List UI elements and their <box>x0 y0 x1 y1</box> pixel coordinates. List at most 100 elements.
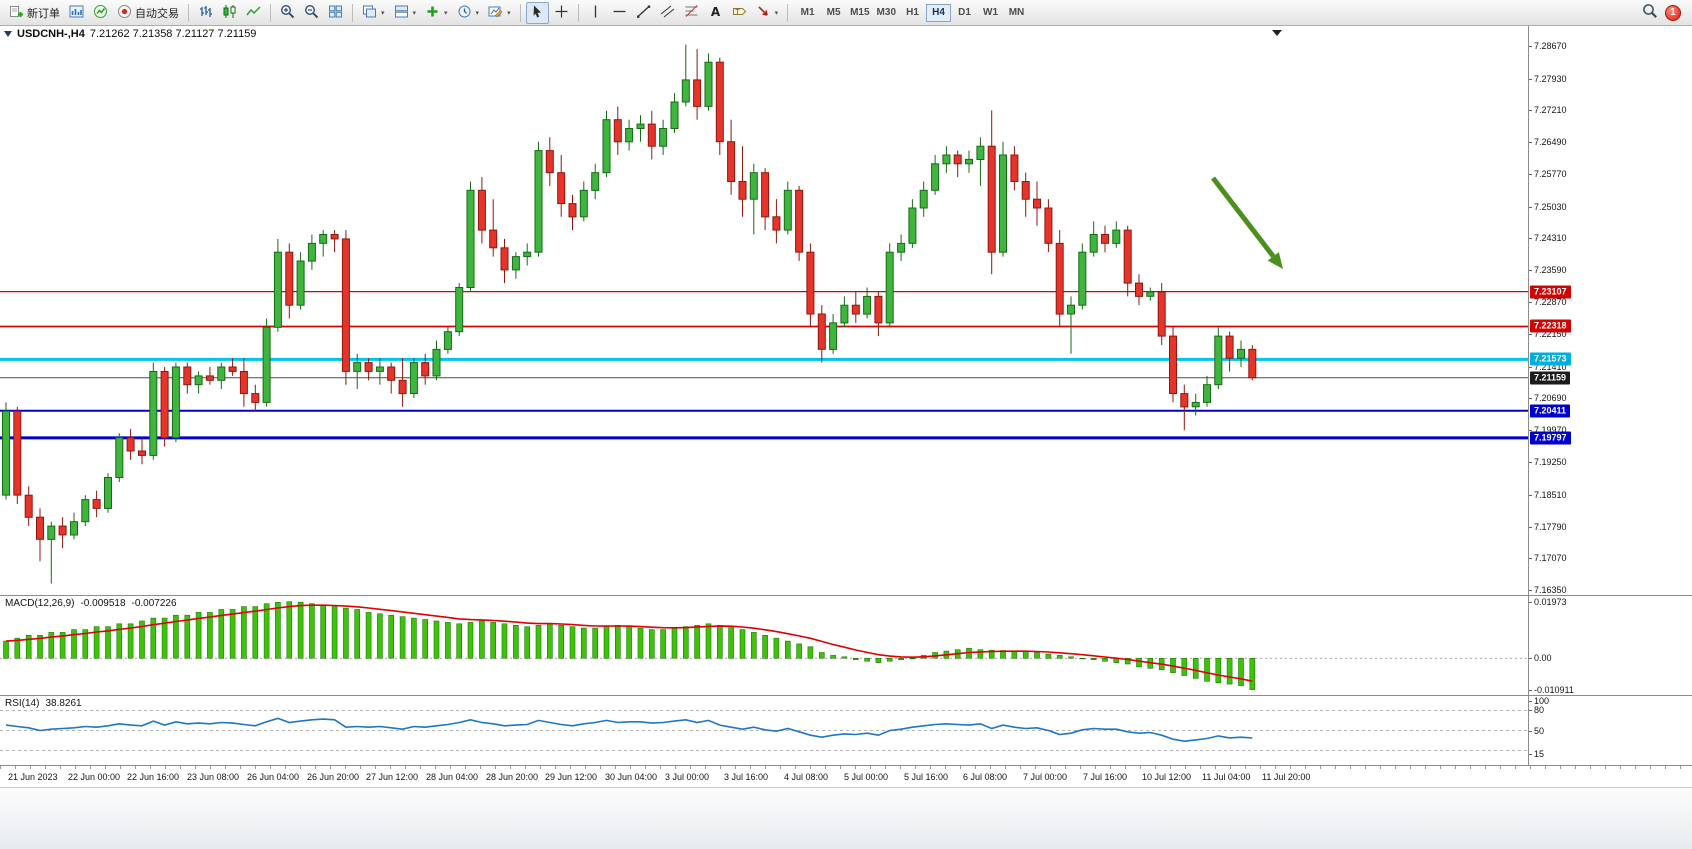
symbol-dropdown-icon[interactable] <box>4 31 12 37</box>
auto-trading-label: 自动交易 <box>135 7 179 20</box>
toolbar-separator <box>188 3 189 22</box>
text-tool-button[interactable]: A <box>704 2 727 24</box>
rsi-tickmark <box>1529 731 1532 732</box>
time-label: 27 Jun 12:00 <box>366 772 419 782</box>
bar-chart-type-button[interactable] <box>194 2 217 24</box>
time-axis[interactable]: 21 Jun 2023 22 Jun 00:00 22 Jun 16:00 23 Ju… <box>0 766 1692 788</box>
price-tickmark <box>1529 110 1532 111</box>
price-tick-label: 7.27210 <box>1534 105 1567 115</box>
line-chart-type-button[interactable] <box>242 2 265 24</box>
macd-name: MACD(12,26,9) <box>5 598 75 609</box>
window-bottom-area <box>0 788 1692 849</box>
svg-text:A: A <box>710 5 720 19</box>
equidistant-channel-icon <box>660 4 675 22</box>
price-tick-label: 7.27930 <box>1534 74 1567 84</box>
macd-panel[interactable]: MACD(12,26,9) -0.009518 -0.007226 <box>0 596 1528 696</box>
dropdown-caret-icon: ▾ <box>381 9 385 17</box>
cascade-windows-button[interactable]: ▾ <box>358 2 389 24</box>
price-tick-label: 7.26490 <box>1534 137 1567 147</box>
text-label-tool-button[interactable]: T <box>728 2 751 24</box>
macd-scale[interactable]: 0.01973 0.00 -0.010911 <box>1528 596 1692 696</box>
macd-tick-label: 0.00 <box>1534 653 1552 663</box>
rsi-scale[interactable]: 100 80 50 15 <box>1528 696 1692 766</box>
time-label: 4 Jul 08:00 <box>784 772 829 782</box>
new-order-label: 新订单 <box>27 7 60 20</box>
time-label: 22 Jun 00:00 <box>68 772 121 782</box>
period-selector-button[interactable]: ▾ <box>453 2 484 24</box>
timeframe-m5-button[interactable]: M5 <box>821 4 846 22</box>
price-tickmark <box>1529 207 1532 208</box>
price-chart[interactable]: USDCNH-,H4 7.21262 7.21358 7.21127 7.211… <box>0 26 1528 596</box>
rsi-panel[interactable]: RSI(14) 38.8261 <box>0 696 1528 766</box>
vertical-line-tool-button[interactable] <box>584 2 607 24</box>
price-tick-label: 7.19970 <box>1534 425 1567 435</box>
dropdown-caret-icon: ▾ <box>475 9 480 17</box>
macd-label: MACD(12,26,9) -0.009518 -0.007226 <box>5 598 177 609</box>
zoom-in-button[interactable] <box>276 2 299 24</box>
auto-trading-button[interactable]: 自动交易 <box>113 2 183 24</box>
rsi-row: RSI(14) 38.8261 100 80 50 15 <box>0 696 1692 766</box>
crosshair-tool-button[interactable] <box>550 2 573 24</box>
dropdown-caret-icon: ▾ <box>774 9 779 17</box>
price-tick-label: 7.22870 <box>1534 297 1567 307</box>
price-tickmark <box>1529 495 1532 496</box>
price-scale[interactable]: 7.28670 7.27930 7.27210 7.26490 7.25770 … <box>1528 26 1692 596</box>
toolbar-separator <box>787 3 789 22</box>
timeframe-d1-button[interactable]: D1 <box>952 4 977 22</box>
add-indicator-button[interactable]: ▾ <box>421 2 452 24</box>
trendline-tool-button[interactable] <box>632 2 655 24</box>
timeframe-w1-button[interactable]: W1 <box>978 4 1003 22</box>
channel-tool-button[interactable] <box>656 2 679 24</box>
charts-window-icon <box>69 4 84 22</box>
macd-tick-label: 0.01973 <box>1534 597 1567 607</box>
fibonacci-tool-button[interactable] <box>680 2 703 24</box>
time-label: 22 Jun 16:00 <box>127 772 180 782</box>
chart-ohlc-values: 7.21262 7.21358 7.21127 7.21159 <box>89 28 257 40</box>
toolbar-separator <box>577 3 579 22</box>
timeframe-m15-button[interactable]: M15 <box>847 4 872 22</box>
candles <box>2 44 1257 584</box>
tile-windows-button[interactable] <box>324 2 347 24</box>
tile-windows-icon <box>328 4 343 22</box>
rsi-label: RSI(14) 38.8261 <box>5 698 82 709</box>
arrange-windows-button[interactable]: ▾ <box>390 2 421 24</box>
price-line-badge: 7.21159 <box>1530 371 1571 385</box>
time-label: 10 Jul 12:00 <box>1142 772 1192 782</box>
line-chart-type-icon <box>246 4 261 22</box>
macd-main-value: -0.009518 <box>80 598 126 609</box>
time-label: 29 Jun 12:00 <box>545 772 598 782</box>
chart-template-button[interactable]: ▾ <box>484 2 515 24</box>
text-label-icon: T <box>732 4 747 22</box>
zoom-out-icon <box>304 4 319 22</box>
zoom-in-icon <box>280 4 295 22</box>
notification-badge[interactable]: 1 <box>1665 4 1681 21</box>
timeframe-m1-button[interactable]: M1 <box>795 4 820 22</box>
period-clock-icon <box>457 4 472 22</box>
price-tickmark <box>1529 46 1532 47</box>
price-tickmark <box>1529 527 1532 528</box>
price-tickmark <box>1529 174 1532 175</box>
timeframe-mn-button[interactable]: MN <box>1004 4 1029 22</box>
price-tickmark <box>1529 590 1532 591</box>
arrow-objects-button[interactable]: ▾ <box>752 2 783 24</box>
market-watch-icon <box>93 4 108 22</box>
price-tick-label: 7.16350 <box>1534 585 1567 595</box>
toolbar: 新订单 自动交易 <box>0 0 1692 26</box>
candlestick-chart-type-button[interactable] <box>218 2 241 24</box>
zoom-out-button[interactable] <box>300 2 323 24</box>
add-indicator-icon <box>425 4 440 22</box>
price-tickmark <box>1529 270 1532 271</box>
timeframe-m30-button[interactable]: M30 <box>874 4 899 22</box>
timeframe-h4-button[interactable]: H4 <box>926 3 951 22</box>
price-line-badge: 7.19797 <box>1530 431 1571 445</box>
horizontal-line-tool-button[interactable] <box>608 2 631 24</box>
time-label: 11 Jul 20:00 <box>1262 772 1311 782</box>
market-watch-button[interactable] <box>89 2 112 24</box>
price-tickmark <box>1529 334 1532 335</box>
new-order-button[interactable]: 新订单 <box>5 2 64 24</box>
search-button[interactable] <box>1638 2 1662 24</box>
charts-window-button[interactable] <box>65 2 88 24</box>
timeframe-h1-button[interactable]: H1 <box>900 4 925 22</box>
cursor-tool-button[interactable] <box>525 1 549 24</box>
